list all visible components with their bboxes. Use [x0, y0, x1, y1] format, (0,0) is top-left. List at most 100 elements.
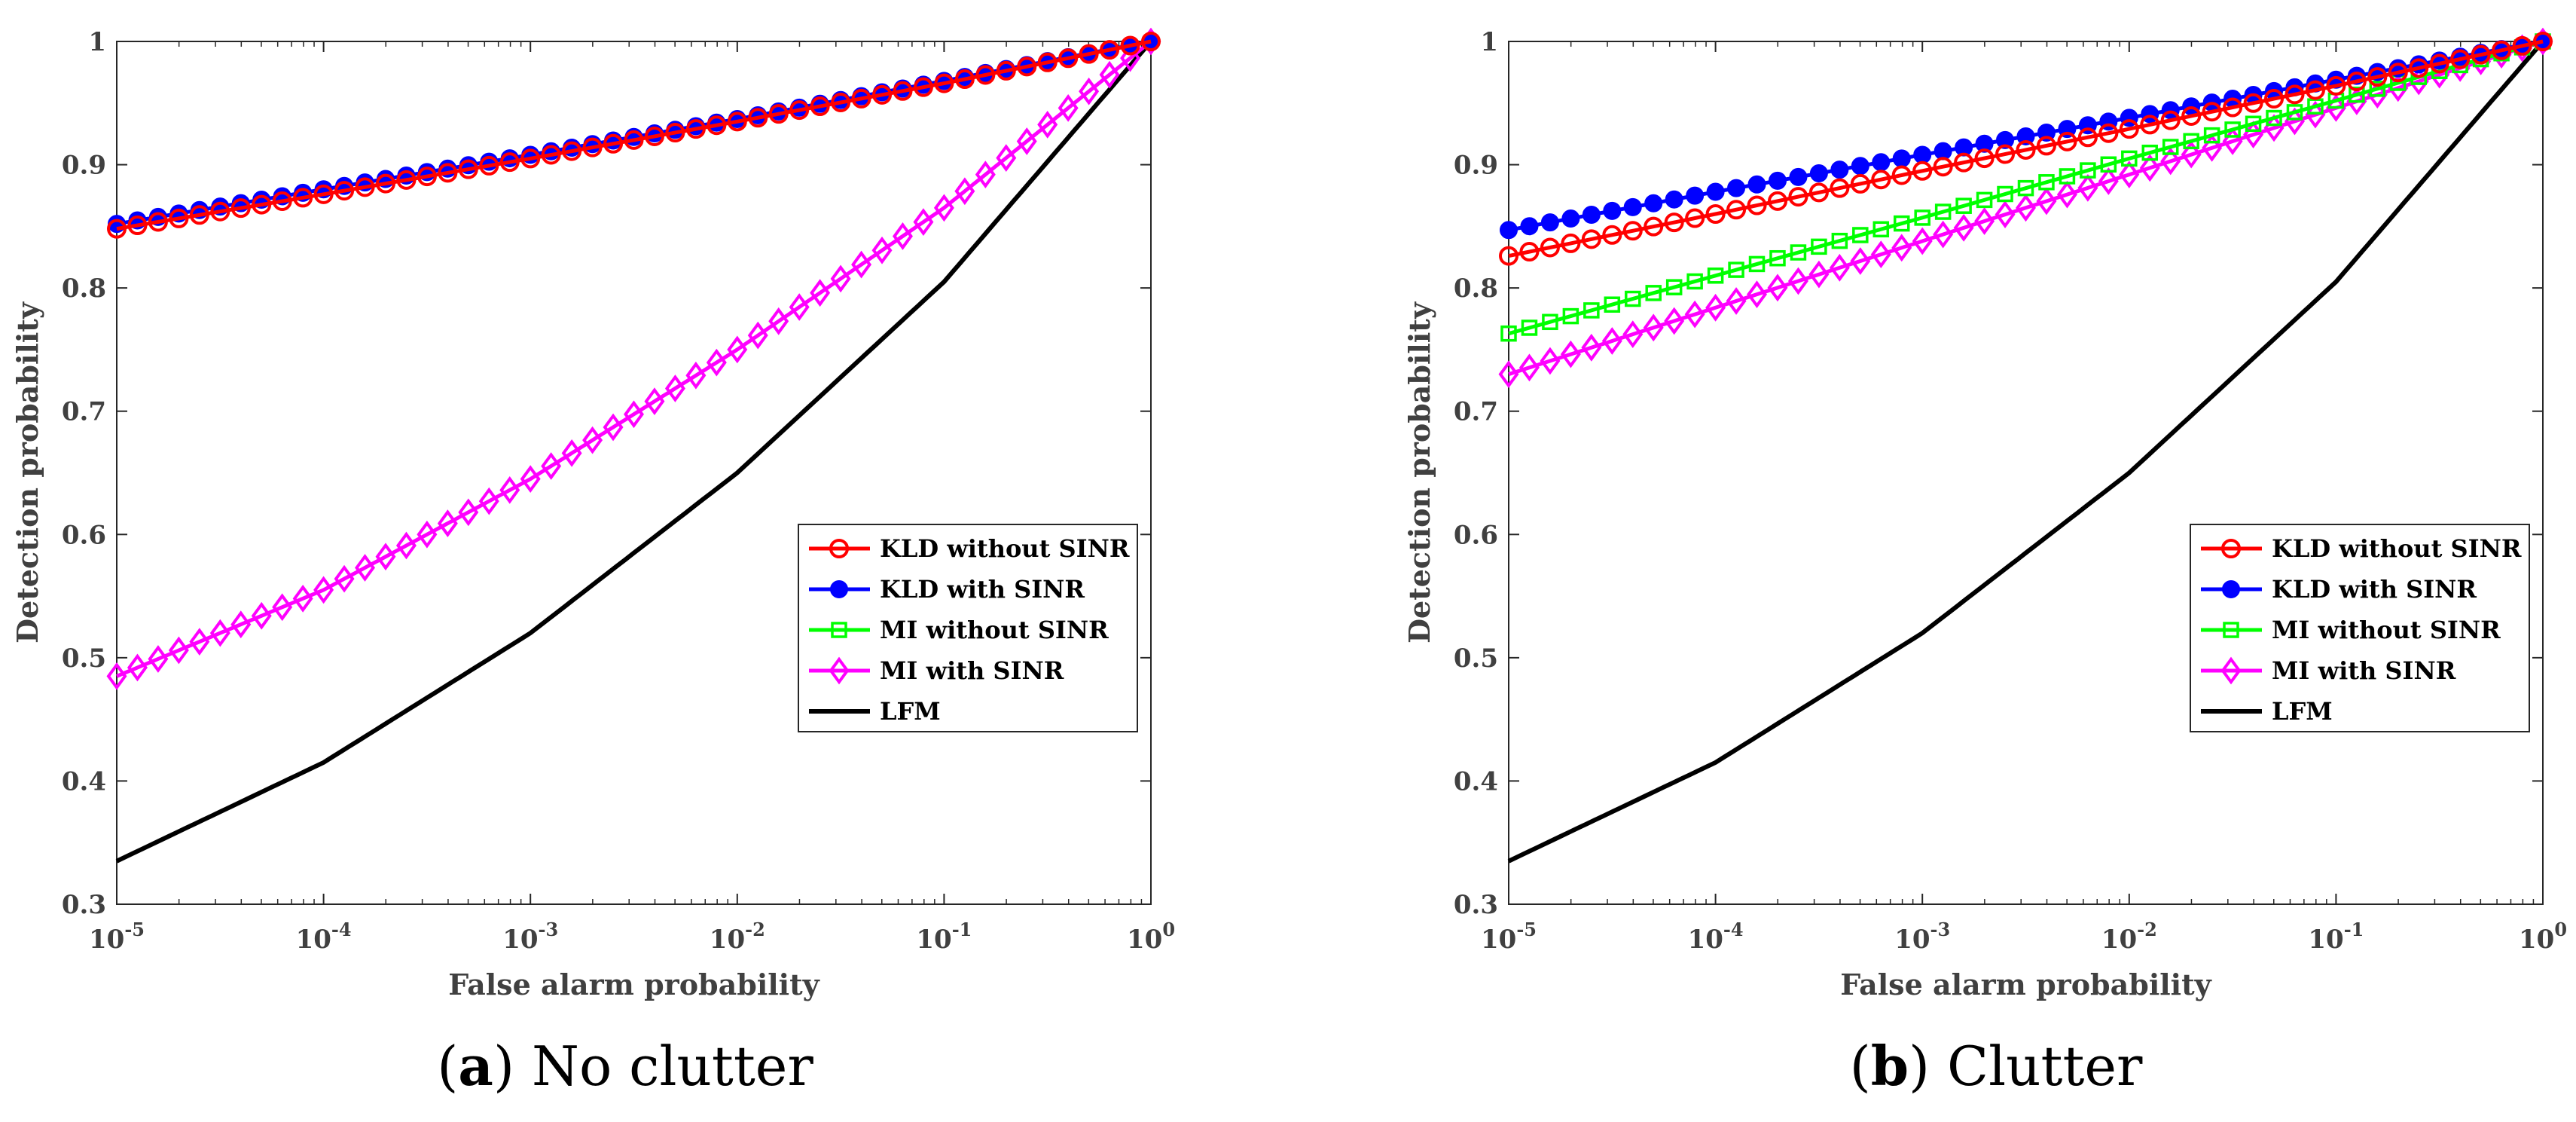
- mi-with-sinr-marker: [954, 177, 975, 206]
- mi-with-sinr-marker: [975, 161, 996, 189]
- kld-without-sinr-marker: [334, 181, 355, 201]
- kld-without-sinr-marker: [2140, 115, 2160, 135]
- kld-without-sinr-marker: [582, 137, 603, 157]
- mi-without-sinr-marker: [2100, 156, 2117, 173]
- mi-with-sinr-marker: [1808, 260, 1830, 289]
- x-tick-label: 100: [2519, 919, 2567, 955]
- kld-without-sinr-marker: [1808, 182, 1829, 203]
- kld-with-sinr-marker: [1913, 145, 1932, 164]
- kld-with-sinr-marker: [1561, 209, 1580, 228]
- kld-without-sinr-marker: [2326, 75, 2346, 96]
- legend-entry-lfm: LFM: [809, 697, 941, 726]
- caption-b-letter: b: [1871, 1034, 1909, 1098]
- y-tick-label: 0.3: [62, 890, 106, 920]
- kld-without-sinr-marker: [2305, 80, 2325, 100]
- kld-without-sinr-marker: [2512, 35, 2532, 56]
- mi-with-sinr-marker: [375, 543, 396, 571]
- x-tick-label: 10-1: [2308, 919, 2364, 955]
- mi-with-sinr-marker: [1540, 347, 1561, 375]
- mi-with-sinr-marker: [1850, 247, 1871, 275]
- mi-with-sinr-marker: [789, 293, 810, 321]
- mi-without-sinr-marker: [1934, 203, 1952, 220]
- mi-with-sinr-marker: [871, 236, 893, 264]
- x-tick-label: 10-5: [1481, 919, 1537, 955]
- legend: KLD without SINR KLD with SINR MI without …: [798, 524, 1138, 732]
- kld-with-sinr-marker: [1603, 201, 1622, 220]
- kld-without-sinr-marker: [748, 108, 768, 128]
- kld-without-sinr-marker: [872, 84, 893, 105]
- y-tick-label: 0.3: [1454, 890, 1498, 920]
- mi-with-sinr-marker: [209, 619, 230, 647]
- mi-with-sinr-marker: [1787, 267, 1808, 295]
- kld-without-sinr-marker: [1017, 57, 1037, 77]
- y-tick-label: 0.6: [1454, 520, 1498, 550]
- kld-without-sinr-marker: [2471, 44, 2491, 65]
- kld-without-sinr-marker: [1622, 221, 1643, 241]
- mi-with-sinr-marker: [2181, 140, 2202, 169]
- kld-without-sinr-marker: [1954, 152, 1974, 173]
- kld-without-sinr-marker: [1685, 208, 1705, 228]
- mi-without-sinr-marker: [1831, 232, 1848, 249]
- mi-without-sinr-marker: [1542, 313, 1558, 331]
- kld-without-sinr-marker: [1644, 216, 1664, 237]
- kld-with-sinr-marker: [2016, 127, 2035, 145]
- legend-entry-kld-with-sinr: KLD with SINR: [809, 575, 1085, 604]
- mi-without-sinr-marker: [2224, 121, 2241, 138]
- mi-with-sinr-marker: [582, 426, 603, 454]
- mi-without-sinr-marker: [1521, 319, 1538, 336]
- y-axis-title: Detection probability: [11, 301, 44, 644]
- mi-without-sinr-marker: [1562, 307, 1579, 325]
- mi-with-sinr-marker: [458, 498, 479, 527]
- kld-without-sinr-marker: [541, 145, 561, 165]
- kld-without-sinr-marker: [313, 184, 334, 204]
- mi-with-sinr-marker: [395, 531, 417, 560]
- mi-without-sinr-marker: [1583, 302, 1600, 319]
- mi-with-sinr-marker: [313, 576, 334, 604]
- kld-without-sinr-marker: [665, 123, 685, 143]
- series-lfm: [1507, 40, 2545, 864]
- kld-without-sinr-marker: [1079, 44, 1099, 64]
- kld-without-sinr-marker: [1540, 237, 1560, 258]
- kld-without-sinr-marker: [1602, 225, 1622, 245]
- kld-without-sinr-marker: [1519, 242, 1540, 262]
- legend-entry-mi-without-sinr: MI without SINR: [2201, 616, 2501, 644]
- mi-with-sinr-marker: [1560, 340, 1581, 368]
- legend-entry-mi-with-sinr: MI with SINR: [2201, 656, 2456, 685]
- mi-with-sinr-marker: [1016, 127, 1037, 155]
- caption-a-letter: a: [458, 1034, 493, 1098]
- legend-label: MI with SINR: [880, 656, 1064, 685]
- kld-without-sinr-marker: [1871, 170, 1891, 190]
- mi-with-sinr-marker: [2098, 167, 2119, 195]
- kld-without-sinr-marker: [2036, 136, 2056, 156]
- y-tick-label: 0.4: [1454, 766, 1498, 796]
- kld-without-sinr-marker: [1995, 144, 2016, 164]
- y-tick-label: 0.5: [1454, 644, 1498, 674]
- kld-without-sinr-marker: [1561, 233, 1581, 253]
- kld-without-sinr-marker: [644, 126, 664, 146]
- mi-without-sinr-marker: [1625, 290, 1641, 307]
- mi-with-sinr-marker: [830, 264, 851, 293]
- kld-without-sinr-marker: [375, 173, 395, 194]
- mi-without-sinr-marker: [1811, 238, 1827, 255]
- mi-with-sinr-marker: [624, 400, 644, 429]
- x-tick-label: 10-1: [916, 919, 972, 955]
- mi-with-sinr-marker: [644, 387, 665, 416]
- series-kld-without-sinr: [107, 32, 1161, 239]
- legend-label: KLD without SINR: [2272, 534, 2522, 563]
- kld-without-sinr-marker: [851, 88, 871, 109]
- mi-with-sinr-marker: [1974, 207, 1995, 235]
- kld-with-sinr-marker: [1665, 190, 1683, 209]
- legend-label: KLD without SINR: [880, 534, 1130, 563]
- kld-with-sinr-marker: [2037, 124, 2056, 142]
- kld-without-sinr-marker: [996, 60, 1016, 81]
- x-tick-label: 10-2: [710, 919, 765, 955]
- mi-with-sinr-marker: [2016, 194, 2036, 222]
- mi-with-sinr-marker: [996, 144, 1017, 172]
- kld-without-sinr-marker: [272, 191, 292, 211]
- kld-without-sinr-marker: [1726, 200, 1747, 220]
- mi-with-sinr-marker: [148, 645, 169, 673]
- mi-with-sinr-marker: [292, 584, 313, 613]
- y-tick-label: 0.6: [62, 520, 106, 550]
- kld-without-sinr-marker: [293, 188, 313, 208]
- plot-area: [1508, 41, 2544, 905]
